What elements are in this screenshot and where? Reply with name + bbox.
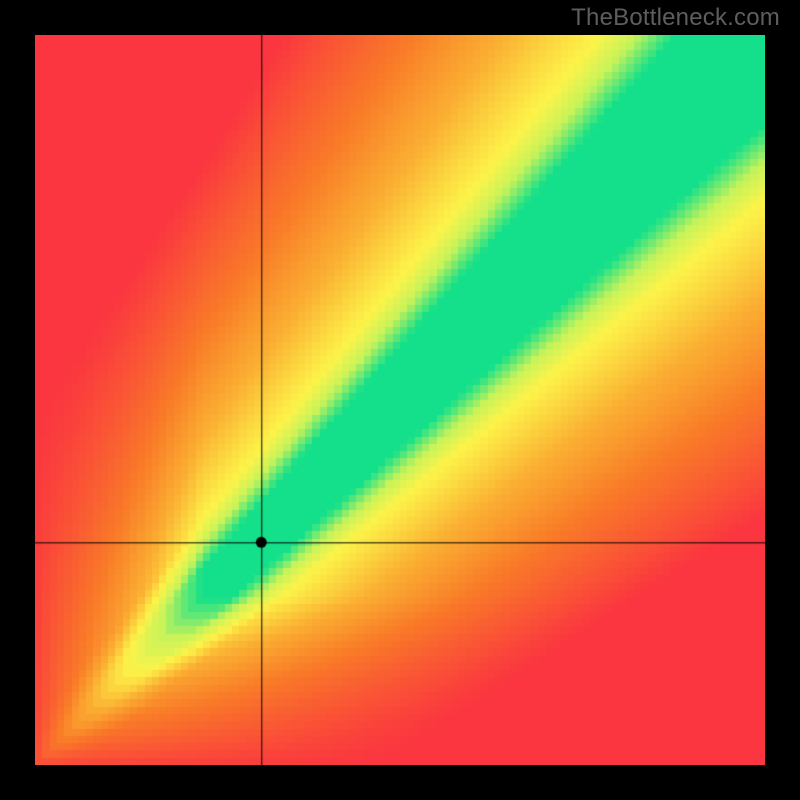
chart-frame: TheBottleneck.com: [0, 0, 800, 800]
crosshair-overlay: [35, 35, 765, 765]
watermark-text: TheBottleneck.com: [571, 4, 780, 32]
